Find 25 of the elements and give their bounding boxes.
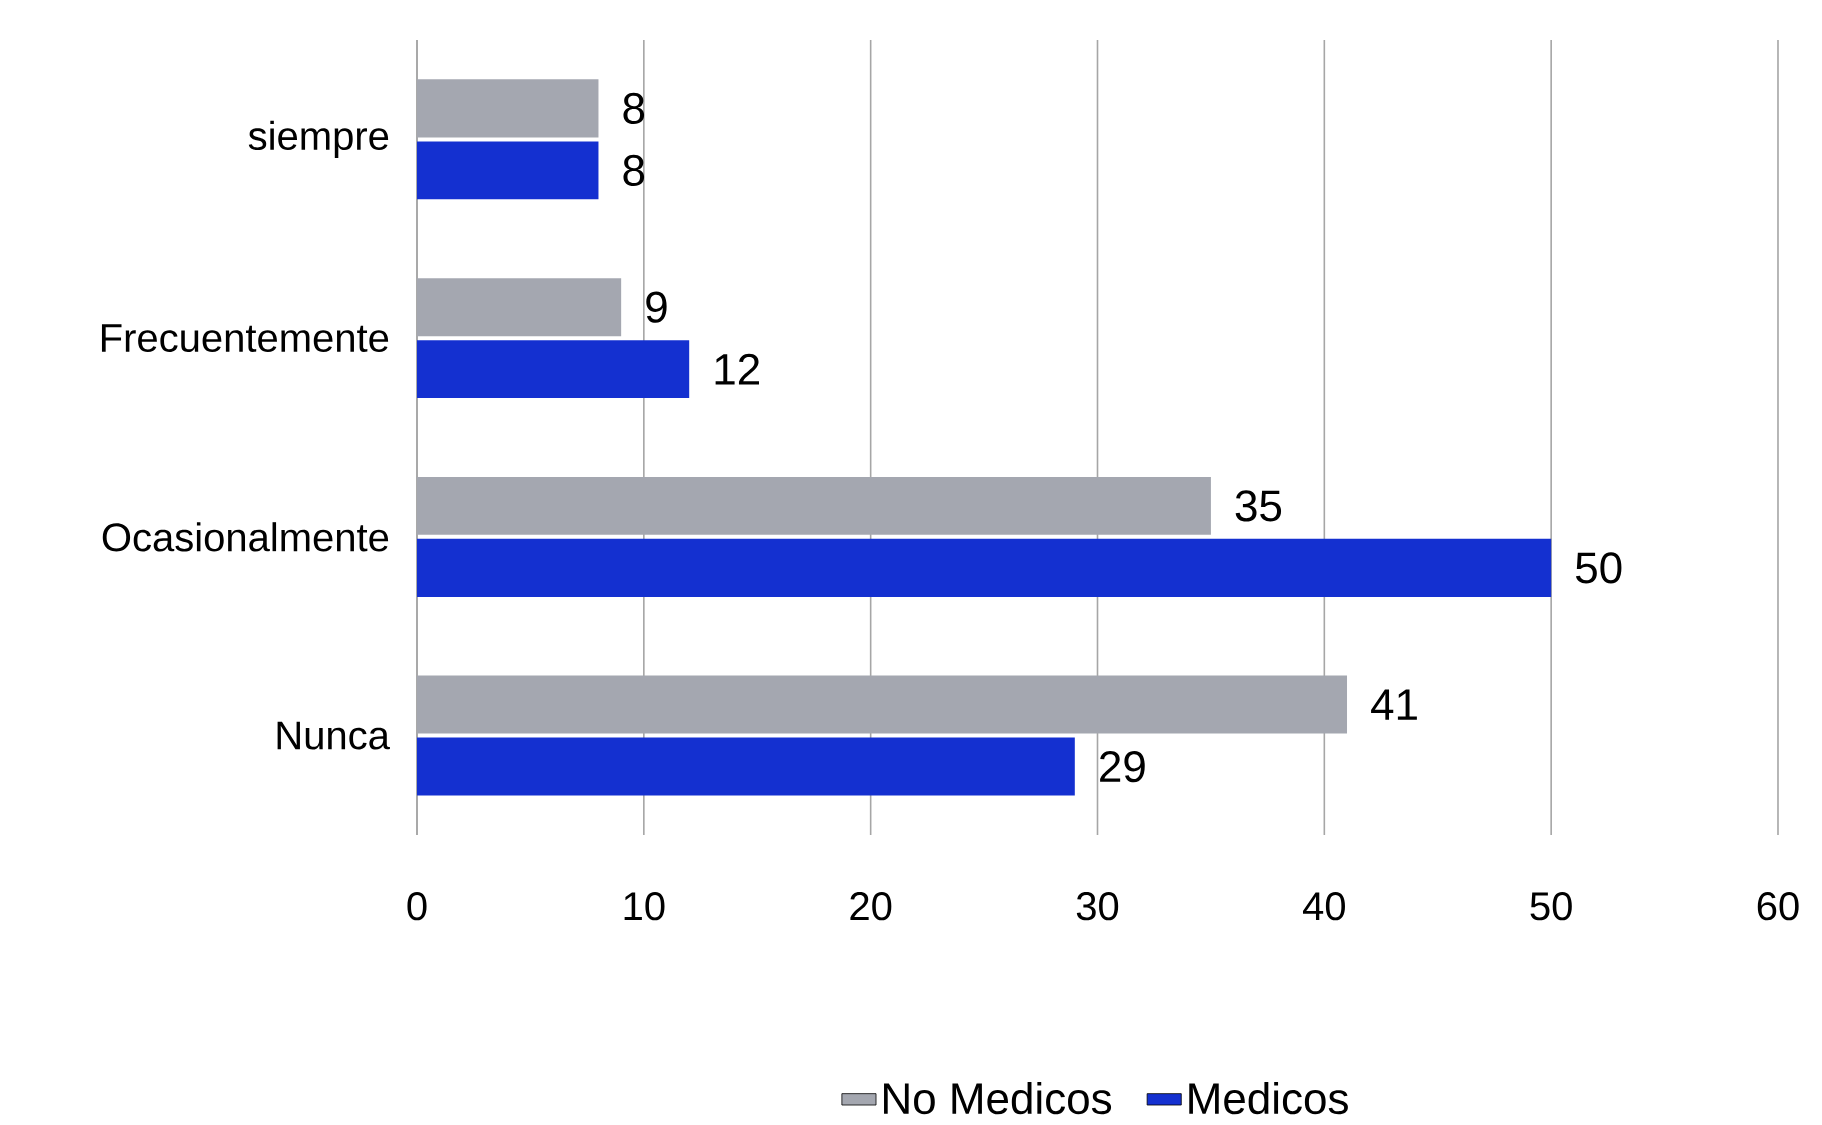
x-tick-label: 50 (1530, 892, 1572, 921)
bar (417, 538, 1552, 597)
x-tick-label: 60 (1757, 892, 1799, 921)
x-tick-label: 30 (1076, 892, 1119, 921)
data-label: 8 (623, 92, 645, 125)
x-tick-label: 10 (624, 892, 665, 921)
data-label: 8 (623, 154, 645, 187)
legend-label: Medicos (1189, 1081, 1348, 1115)
y-tick-label: Nunca (277, 721, 390, 750)
x-tick-label: 0 (407, 892, 427, 921)
legend-label: No Medicos (884, 1081, 1112, 1115)
x-tick-label: 20 (850, 892, 892, 921)
data-label: 29 (1100, 751, 1145, 783)
bar (417, 737, 1075, 796)
data-label: 41 (1371, 689, 1417, 720)
bar (417, 141, 599, 200)
data-label: 35 (1235, 490, 1282, 522)
data-label: 9 (646, 291, 667, 323)
data-label: 50 (1575, 552, 1622, 584)
data-label: 12 (715, 353, 759, 385)
y-tick-label: Ocasionalmente (102, 522, 389, 552)
y-tick-label: Frecuentemente (101, 324, 389, 353)
x-tick-label: 40 (1302, 892, 1345, 921)
y-tick-label: siempre (248, 120, 389, 159)
bar (417, 340, 690, 399)
